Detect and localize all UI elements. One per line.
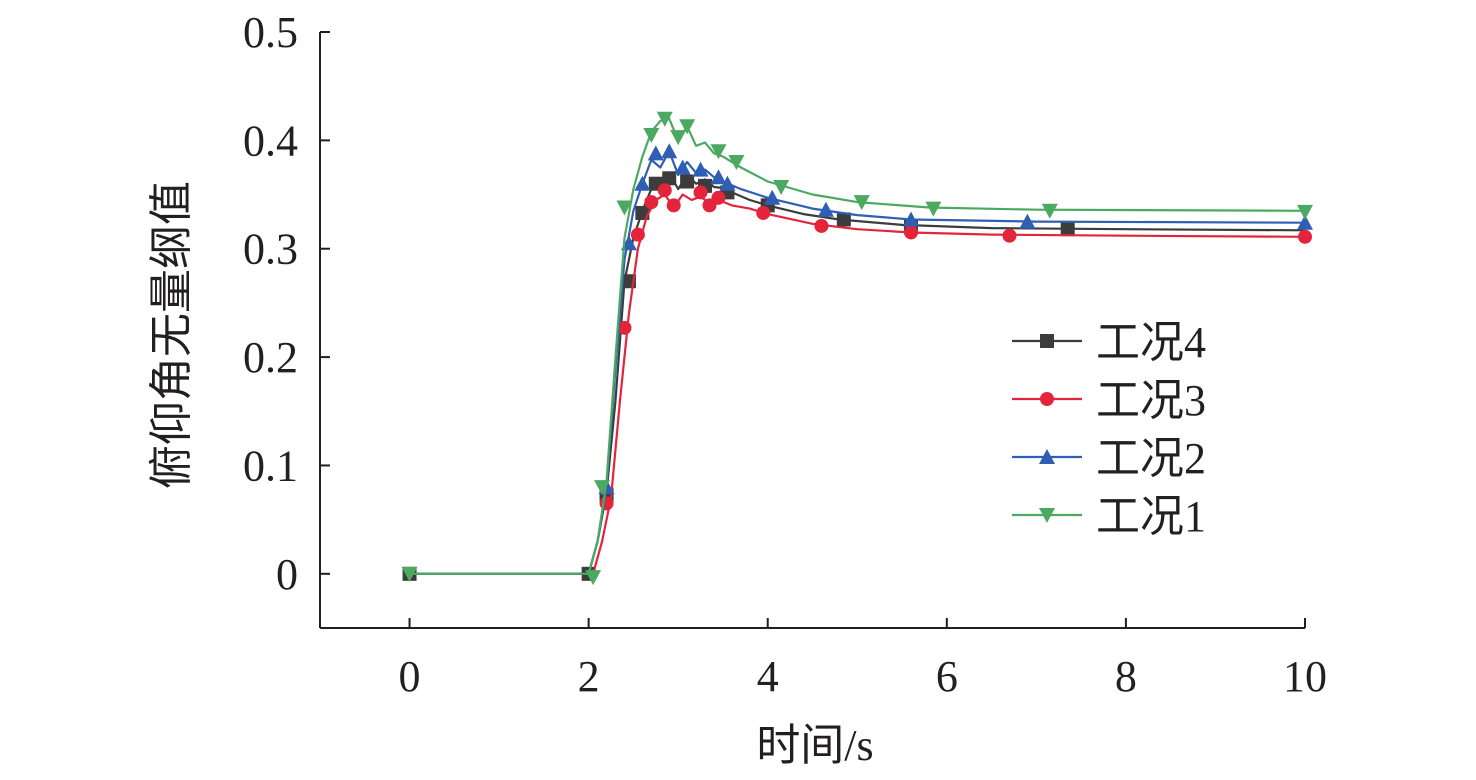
series-4 [401, 111, 1313, 586]
legend-item: 工况2 [1012, 434, 1206, 483]
y-tick-label: 0 [276, 550, 298, 599]
legend-item: 工况4 [1012, 318, 1206, 367]
x-tick-label: 0 [399, 652, 421, 701]
data-point [674, 159, 691, 175]
data-point [594, 480, 611, 496]
data-point [661, 143, 678, 159]
series-line [409, 193, 1306, 575]
x-tick-label: 8 [1115, 652, 1137, 701]
data-point [616, 200, 633, 216]
data-point [630, 227, 645, 242]
data-point [1019, 213, 1036, 229]
data-point [719, 175, 736, 191]
legend-item: 工况1 [1012, 492, 1206, 541]
axes [319, 31, 1306, 629]
data-point [693, 185, 708, 200]
data-point [1298, 229, 1312, 244]
data-point [710, 144, 727, 160]
data-point [756, 205, 771, 220]
data-point [853, 195, 870, 211]
y-tick-label: 0.5 [243, 8, 298, 57]
x-tick-label: 2 [578, 652, 600, 701]
data-point [904, 225, 918, 240]
data-point [585, 570, 602, 586]
data-point [643, 127, 660, 143]
legend: 工况4 工况3 工况2 工况1 [1012, 318, 1206, 541]
data-point [728, 155, 745, 171]
data-point [710, 169, 727, 185]
legend-marker [1040, 334, 1054, 348]
data-point [903, 211, 919, 227]
y-tick-label: 0.2 [243, 333, 298, 382]
series-layer [401, 111, 1313, 586]
legend-item: 工况3 [1012, 376, 1206, 425]
data-point [644, 195, 659, 210]
y-tick-label: 0.3 [243, 225, 298, 274]
x-axis-title: 时间/s [756, 721, 873, 770]
data-point [1041, 203, 1058, 219]
y-tick-label: 0.1 [243, 441, 298, 490]
data-point [656, 111, 673, 127]
legend-marker [1039, 449, 1055, 464]
data-point [925, 201, 942, 217]
data-point [647, 145, 664, 161]
data-point [401, 566, 418, 582]
legend-label: 工况3 [1096, 376, 1206, 425]
series-2 [409, 183, 1312, 575]
legend-marker [1039, 508, 1055, 523]
data-point [1002, 228, 1017, 243]
legend-label: 工况2 [1096, 434, 1206, 483]
data-point [1060, 222, 1075, 237]
data-point [670, 130, 687, 146]
x-tick-label: 6 [936, 652, 958, 701]
data-point [692, 161, 709, 177]
data-point [814, 218, 829, 233]
y-axis-title: 俯仰角无量纲值 [147, 181, 196, 489]
data-point [617, 320, 632, 335]
legend-label: 工况4 [1096, 318, 1206, 367]
data-point [680, 174, 695, 189]
data-point [836, 212, 851, 227]
data-point [1297, 204, 1313, 220]
data-point [679, 119, 696, 135]
legend-label: 工况1 [1096, 492, 1206, 541]
data-point [773, 179, 790, 195]
x-tick-label: 4 [757, 652, 779, 701]
data-point [634, 175, 651, 191]
data-point [657, 183, 672, 198]
legend-marker [1040, 392, 1054, 406]
data-point [764, 189, 781, 205]
y-tick-label: 0.4 [243, 116, 298, 165]
data-point [817, 201, 834, 217]
data-point [1297, 214, 1313, 230]
data-point [662, 171, 677, 186]
x-tick-label: 10 [1283, 652, 1327, 701]
data-point [711, 190, 726, 205]
tick-labels: 0 0.1 0.2 0.3 0.4 0.5 0 2 4 6 8 10 [243, 8, 1327, 701]
data-point [666, 198, 681, 213]
